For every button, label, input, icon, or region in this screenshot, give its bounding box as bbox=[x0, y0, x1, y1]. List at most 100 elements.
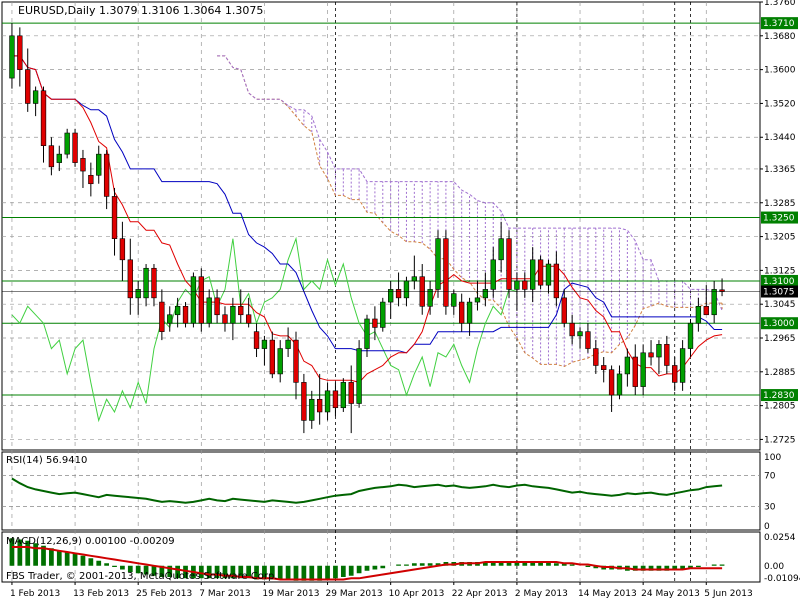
macd-histogram-bar bbox=[246, 565, 252, 579]
candle bbox=[569, 314, 575, 345]
candle-body bbox=[332, 390, 339, 409]
candle-body bbox=[25, 69, 31, 104]
candle-body bbox=[372, 318, 378, 328]
y-tick-label: 1.3440 bbox=[764, 133, 796, 143]
candle bbox=[151, 264, 157, 307]
rsi-label: RSI(14) 56.9410 bbox=[6, 455, 88, 466]
candle bbox=[245, 297, 252, 328]
candle bbox=[459, 293, 465, 332]
x-tick-label: 1 Feb 2013 bbox=[10, 589, 60, 599]
candle bbox=[672, 357, 678, 391]
tenkan-sen bbox=[11, 55, 723, 383]
macd-tick-label: 0.0254 bbox=[764, 533, 796, 543]
macd-histogram-bar bbox=[309, 565, 315, 581]
macd-histogram-bar bbox=[127, 565, 133, 572]
macd-histogram-bar bbox=[112, 565, 117, 567]
x-tick-label: 29 Mar 2013 bbox=[326, 589, 383, 599]
macd-histogram-bar bbox=[222, 565, 228, 579]
candle bbox=[72, 128, 78, 167]
level-label-bg bbox=[761, 211, 798, 224]
macd-histogram-bar bbox=[293, 565, 299, 581]
candle-body bbox=[238, 306, 244, 316]
candle bbox=[230, 297, 236, 341]
current-price-bg bbox=[761, 285, 798, 298]
candle bbox=[80, 149, 86, 188]
macd-histogram-bar bbox=[593, 565, 599, 569]
y-tick-label: 1.3680 bbox=[764, 32, 796, 42]
candle bbox=[624, 348, 631, 387]
y-tick-label: 1.2885 bbox=[764, 368, 796, 378]
candle-body bbox=[198, 276, 204, 324]
candle-body bbox=[656, 344, 662, 358]
macd-histogram-bar bbox=[561, 563, 567, 566]
x-tick-label: 22 Apr 2013 bbox=[452, 589, 508, 599]
candle-body bbox=[466, 301, 473, 324]
candle-body bbox=[616, 373, 623, 396]
candle bbox=[309, 390, 315, 429]
macd-histogram-bar bbox=[72, 553, 78, 566]
rsi-tick-label: 100 bbox=[764, 453, 781, 463]
chikou-span bbox=[11, 236, 518, 423]
macd-histogram-bar bbox=[585, 565, 591, 567]
candle-body bbox=[451, 293, 457, 307]
x-tick-label: 19 Mar 2013 bbox=[262, 589, 319, 599]
candle-body bbox=[80, 158, 86, 172]
candle bbox=[32, 86, 39, 117]
candle-body bbox=[703, 306, 709, 316]
candle-body bbox=[182, 306, 189, 324]
candle-body bbox=[64, 132, 70, 155]
candle bbox=[88, 162, 94, 197]
x-tick-label: 24 May 2013 bbox=[641, 589, 700, 599]
candle-body bbox=[245, 314, 252, 324]
candle-body bbox=[395, 289, 402, 299]
candle-body bbox=[56, 153, 62, 163]
candle bbox=[664, 335, 670, 374]
candle bbox=[506, 230, 512, 298]
macd-histogram-bar bbox=[546, 562, 551, 566]
macd-histogram-bar bbox=[680, 565, 685, 570]
candle-body bbox=[490, 259, 496, 290]
level-label: 1.3000 bbox=[763, 319, 795, 329]
candle-body bbox=[624, 356, 631, 375]
candle bbox=[601, 357, 607, 383]
candle bbox=[269, 331, 275, 379]
candle-body bbox=[672, 365, 678, 383]
candle bbox=[490, 247, 496, 298]
candle bbox=[348, 365, 354, 434]
candle-body bbox=[569, 322, 575, 337]
candle bbox=[17, 27, 23, 87]
candle-body bbox=[640, 352, 646, 387]
y-tick-label: 1.3125 bbox=[764, 266, 796, 276]
y-tick-label: 1.3365 bbox=[764, 165, 796, 175]
candle bbox=[427, 280, 433, 315]
candle-body bbox=[608, 369, 615, 396]
y-tick-label: 1.3205 bbox=[764, 233, 796, 243]
candle bbox=[214, 289, 220, 324]
macd-histogram-bar bbox=[151, 565, 157, 576]
candle-body bbox=[553, 263, 560, 299]
macd-histogram-bar bbox=[135, 565, 141, 574]
candle bbox=[537, 255, 544, 290]
candle-body bbox=[380, 301, 386, 328]
macd-histogram-bar bbox=[175, 565, 181, 579]
candle-body bbox=[522, 280, 528, 290]
y-tick-label: 1.3285 bbox=[764, 199, 796, 209]
rsi-tick-label: 70 bbox=[764, 471, 776, 481]
candle-body bbox=[403, 280, 410, 299]
macd-histogram-bar bbox=[404, 564, 409, 566]
macd-histogram-bar bbox=[419, 563, 425, 566]
candle-body bbox=[711, 289, 717, 316]
candle bbox=[324, 382, 331, 421]
candle bbox=[593, 340, 599, 374]
chart-title: EURUSD,Daily 1.3079 1.3106 1.3064 1.3075 bbox=[18, 4, 264, 17]
candle bbox=[174, 297, 181, 328]
candle bbox=[143, 264, 149, 307]
macd-histogram-bar bbox=[711, 564, 717, 566]
candle bbox=[608, 365, 615, 412]
macd-histogram-bar bbox=[56, 550, 62, 566]
y-tick-label: 1.3760 bbox=[764, 0, 796, 8]
candle-body bbox=[40, 90, 47, 146]
macd-histogram-bar bbox=[269, 565, 275, 580]
candle bbox=[545, 259, 552, 294]
